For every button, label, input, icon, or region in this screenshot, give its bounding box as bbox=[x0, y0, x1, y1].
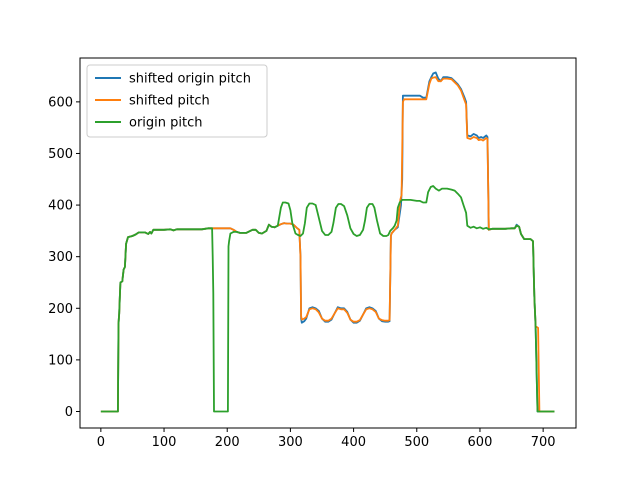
legend: shifted origin pitch shifted pitch origin … bbox=[86, 64, 268, 138]
x-axis-ticks: 0 100 200 300 400 500 600 700 bbox=[97, 428, 556, 450]
legend-label: shifted origin pitch bbox=[129, 72, 251, 87]
x-tick-label: 500 bbox=[404, 435, 429, 450]
y-tick-label: 600 bbox=[48, 95, 73, 110]
axes-frame bbox=[79, 57, 577, 429]
x-tick-label: 400 bbox=[341, 435, 366, 450]
x-tick-label: 200 bbox=[215, 435, 240, 450]
x-tick-label: 100 bbox=[152, 435, 177, 450]
legend-box bbox=[86, 64, 268, 138]
legend-label: shifted pitch bbox=[129, 94, 210, 109]
legend-label: origin pitch bbox=[129, 116, 203, 131]
x-tick-label: 600 bbox=[468, 435, 493, 450]
y-tick-label: 0 bbox=[65, 405, 73, 420]
series-line-origin-pitch bbox=[100, 185, 555, 413]
y-tick-label: 200 bbox=[48, 302, 73, 317]
y-tick-label: 300 bbox=[48, 250, 73, 265]
x-tick-label: 300 bbox=[278, 435, 303, 450]
y-tick-label: 500 bbox=[48, 147, 73, 162]
y-tick-label: 400 bbox=[48, 199, 73, 214]
series-layer bbox=[100, 71, 555, 413]
x-tick-label: 0 bbox=[97, 435, 105, 450]
y-tick-label: 100 bbox=[48, 353, 73, 368]
x-tick-label: 700 bbox=[531, 435, 556, 450]
y-axis-ticks: 0 100 200 300 400 500 600 bbox=[48, 95, 80, 420]
